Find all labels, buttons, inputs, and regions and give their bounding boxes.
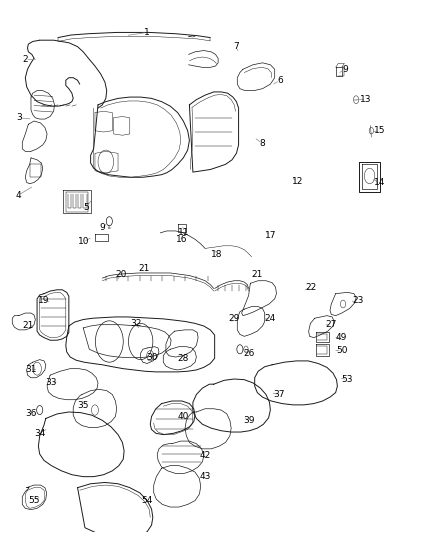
Text: 40: 40 bbox=[178, 412, 189, 421]
Text: 35: 35 bbox=[78, 401, 89, 410]
Text: 50: 50 bbox=[336, 346, 347, 355]
Text: 33: 33 bbox=[46, 378, 57, 387]
Text: 1: 1 bbox=[144, 28, 150, 37]
Text: 28: 28 bbox=[178, 354, 189, 363]
Text: 6: 6 bbox=[277, 76, 283, 85]
Text: 2: 2 bbox=[22, 55, 28, 64]
Text: 24: 24 bbox=[265, 314, 276, 322]
Text: 42: 42 bbox=[199, 451, 211, 460]
Text: 30: 30 bbox=[146, 352, 157, 361]
Text: 34: 34 bbox=[34, 429, 46, 438]
Text: 16: 16 bbox=[176, 235, 188, 244]
Text: 13: 13 bbox=[360, 95, 372, 104]
Text: 32: 32 bbox=[131, 319, 142, 328]
Text: 29: 29 bbox=[229, 314, 240, 322]
Text: 21: 21 bbox=[138, 264, 150, 273]
Text: 36: 36 bbox=[25, 409, 37, 418]
Text: 11: 11 bbox=[178, 228, 190, 237]
Text: 15: 15 bbox=[374, 126, 386, 135]
Text: 18: 18 bbox=[211, 251, 223, 260]
Text: 9: 9 bbox=[343, 65, 348, 74]
Text: 14: 14 bbox=[374, 178, 386, 187]
Text: 20: 20 bbox=[115, 270, 127, 279]
Text: 53: 53 bbox=[342, 375, 353, 384]
Text: 7: 7 bbox=[233, 42, 239, 51]
Text: 49: 49 bbox=[336, 333, 347, 342]
Text: 39: 39 bbox=[243, 416, 254, 425]
Text: 23: 23 bbox=[353, 296, 364, 305]
Text: 8: 8 bbox=[260, 139, 265, 148]
Text: 37: 37 bbox=[273, 390, 285, 399]
Text: 3: 3 bbox=[16, 114, 21, 122]
Text: 4: 4 bbox=[15, 191, 21, 200]
Text: 5: 5 bbox=[83, 203, 89, 212]
Text: 31: 31 bbox=[25, 366, 37, 375]
Text: 10: 10 bbox=[78, 237, 89, 246]
Text: 21: 21 bbox=[23, 321, 34, 330]
Text: 21: 21 bbox=[251, 270, 263, 279]
Text: 19: 19 bbox=[38, 296, 50, 305]
Text: 17: 17 bbox=[265, 231, 276, 240]
Text: 12: 12 bbox=[292, 176, 303, 185]
Text: 22: 22 bbox=[306, 282, 317, 292]
Text: 43: 43 bbox=[199, 472, 211, 481]
Text: 54: 54 bbox=[141, 496, 153, 505]
Text: 9: 9 bbox=[99, 223, 105, 232]
Text: 55: 55 bbox=[28, 496, 40, 505]
Text: 27: 27 bbox=[325, 320, 337, 329]
Text: 26: 26 bbox=[243, 349, 254, 358]
